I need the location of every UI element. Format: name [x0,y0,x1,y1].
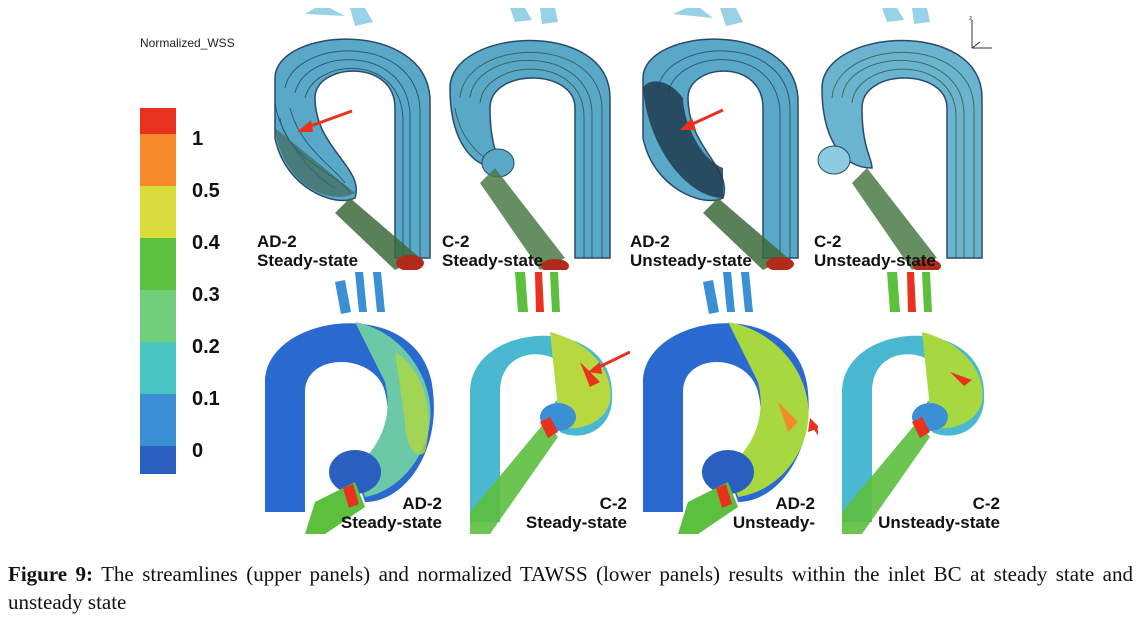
colorbar-tick: 0.3 [192,284,220,306]
panel-label: AD-2 Steady-state [257,232,358,270]
panel-label-line1: AD-2 [257,232,297,251]
figure-caption: Figure 9: The streamlines (upper panels)… [8,560,1133,616]
upper-panel-c2-steady: C-2 Steady-state [440,8,630,270]
panel-label: C-2 Unsteady-state [872,494,1000,532]
panel-label-line1: C-2 [814,232,842,251]
colorbar-tick: 0 [192,440,204,462]
colorbar-segment [140,134,176,186]
panel-label: C-2 Steady-state [442,232,543,270]
colorbar-segment [140,238,176,290]
colorbar-segment [140,108,176,134]
svg-text:z: z [969,15,972,22]
panel-label-line2: Unsteady-state [732,513,815,534]
panel-label-line1: AD-2 [402,494,442,513]
colorbar-tick: 1 [192,128,204,150]
figure-caption-label: Figure 9: [8,562,94,586]
panel-label-line1: C-2 [599,494,627,513]
colorbar-tick: 0.4 [192,232,220,254]
figure-9: Normalized_WSS 1 0.5 0.4 0.3 0.2 0.1 0 z [140,8,1002,534]
panel-label-line2: Steady-state [442,251,544,270]
panel-label-line2: Steady-state [257,251,359,270]
panel-label-line2: Unsteady-state [630,251,752,270]
figure-caption-text: The streamlines (upper panels) and norma… [8,562,1133,614]
lower-panel-ad2-steady: AD-2 Steady-state [255,272,445,534]
upper-panel-ad2-unsteady: AD-2 Unsteady-state [628,8,818,270]
colorbar [140,108,176,474]
panel-label-line2: Unsteady-state [814,251,936,270]
colorbar-segment [140,342,176,394]
lower-panel-ad2-unsteady: AD-2 Unsteady-state [628,272,818,534]
panel-label-line1: AD-2 [775,494,815,513]
colorbar-segment [140,446,176,474]
colorbar-tick: 0.2 [192,336,220,358]
colorbar-tick: 0.1 [192,388,220,410]
panel-label: C-2 Unsteady-state [814,232,936,270]
colorbar-segment [140,290,176,342]
axes-triad-icon: z [969,15,992,49]
panel-label: C-2 Steady-state [515,494,627,532]
lower-panel-c2-steady: C-2 Steady-state [440,272,630,534]
panel-label-line2: Unsteady-state [878,513,1000,532]
panel-label: AD-2 Unsteady-state [630,232,752,270]
panel-label-line2: Steady-state [525,513,627,532]
panel-label: AD-2 Unsteady-state [703,494,815,534]
lower-panel-c2-unsteady: C-2 Unsteady-state [812,272,1002,534]
colorbar-segment [140,186,176,238]
panel-label-line2: Steady-state [340,513,442,532]
colorbar-title: Normalized_WSS [140,36,235,50]
panel-label-line1: C-2 [972,494,1000,513]
upper-panel-ad2-steady: AD-2 Steady-state [255,8,445,270]
colorbar-tick: 0.5 [192,180,220,202]
upper-panel-c2-unsteady: C-2 Unsteady-state [812,8,1002,270]
colorbar-segment [140,394,176,446]
panel-label: AD-2 Steady-state [330,494,442,532]
panel-label-line1: AD-2 [630,232,670,251]
panel-label-line1: C-2 [442,232,470,251]
